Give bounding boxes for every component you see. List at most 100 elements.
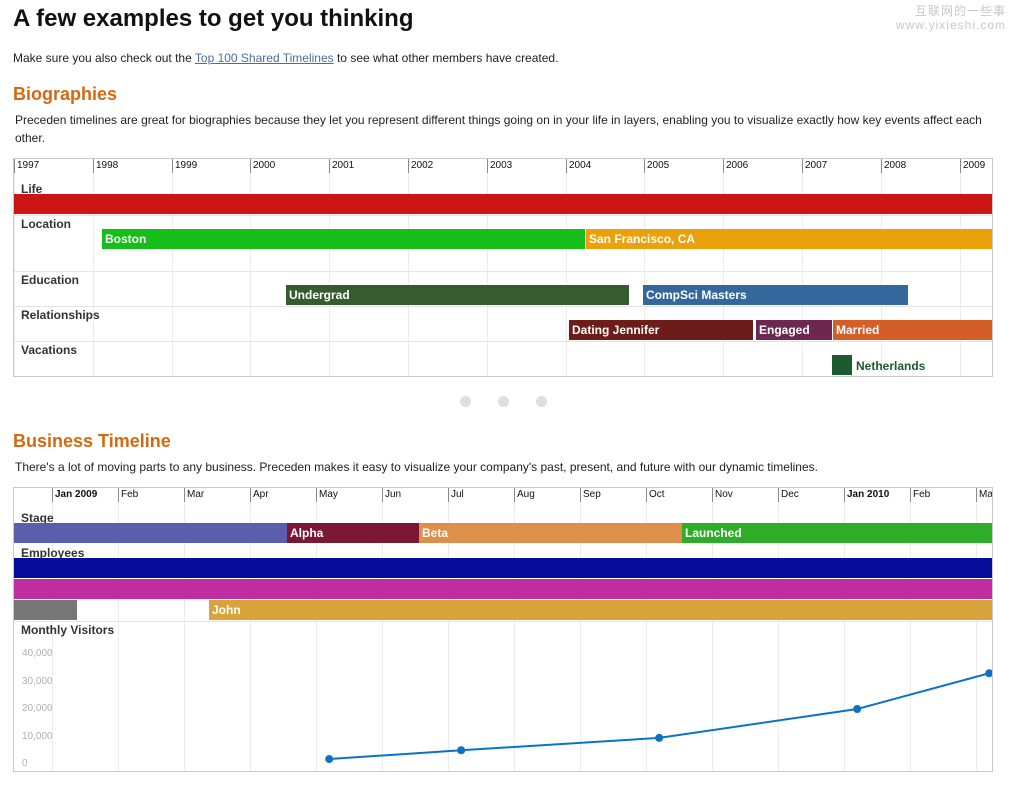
employee-bar-1[interactable]: [14, 558, 992, 578]
stage-prelaunch-bar[interactable]: [14, 523, 287, 543]
y-tick-label: 40,000: [22, 648, 53, 659]
lane-label-education: Education: [21, 273, 80, 287]
month-tick-label: Aug: [514, 488, 535, 502]
employee-bar-3[interactable]: [14, 600, 77, 620]
netherlands-label[interactable]: Netherlands: [856, 359, 926, 373]
watermark: 互联网的一些事 www.yixieshi.com: [896, 4, 1006, 32]
month-tick-label: Feb: [118, 488, 138, 502]
lane-divider: [14, 621, 992, 622]
month-gridline: [448, 488, 449, 771]
year-gridline: [329, 159, 330, 376]
launched-bar[interactable]: Launched: [682, 523, 992, 543]
carousel-dot-3[interactable]: [536, 396, 547, 407]
lane-label-vacations: Vacations: [21, 343, 78, 357]
month-tick-label: Mar: [184, 488, 204, 502]
visitors-series-line: [329, 672, 990, 761]
year-gridline: [566, 159, 567, 376]
carousel-dot-2[interactable]: [498, 396, 509, 407]
month-gridline: [976, 488, 977, 771]
year-tick-label: 1997: [14, 159, 39, 173]
lane-label-visitors: Monthly Visitors: [21, 623, 115, 637]
biographies-heading: Biographies: [13, 84, 118, 104]
month-gridline: [118, 488, 119, 771]
life-bar[interactable]: [14, 194, 992, 214]
month-tick-label: Apr: [250, 488, 269, 502]
month-tick-label: Jan 2010: [844, 488, 889, 502]
month-gridline: [316, 488, 317, 771]
alpha-bar[interactable]: Alpha: [287, 523, 419, 543]
month-tick-label: Jan 2009: [52, 488, 97, 502]
year-gridline: [172, 159, 173, 376]
month-gridline: [250, 488, 251, 771]
employee-bar-2[interactable]: [14, 579, 992, 599]
visitors-data-point[interactable]: [325, 755, 334, 764]
beta-bar[interactable]: Beta: [419, 523, 682, 543]
month-gridline: [778, 488, 779, 771]
married-bar[interactable]: Married: [833, 320, 992, 340]
carousel-dot-1[interactable]: [460, 396, 471, 407]
month-gridline: [52, 488, 53, 771]
month-tick-label: Jul: [448, 488, 464, 502]
month-gridline: [844, 488, 845, 771]
month-tick-label: Dec: [778, 488, 799, 502]
visitors-data-point[interactable]: [985, 669, 992, 678]
year-tick-label: 2005: [644, 159, 669, 173]
visitors-data-point[interactable]: [457, 746, 466, 755]
san-francisco-bar[interactable]: San Francisco, CA: [586, 229, 992, 249]
year-gridline: [487, 159, 488, 376]
watermark-line1: 互联网的一些事: [914, 4, 1006, 18]
lane-label-stage: Stage: [21, 511, 54, 525]
undergrad-bar[interactable]: Undergrad: [286, 285, 629, 305]
intro-prefix: Make sure you also check out the: [13, 51, 195, 65]
watermark-line2: www.yixieshi.com: [895, 18, 1006, 32]
lane-label-relationships: Relationships: [21, 308, 100, 322]
month-gridline: [514, 488, 515, 771]
year-tick-label: 2002: [408, 159, 433, 173]
year-tick-label: 2007: [802, 159, 827, 173]
year-tick-label: 2006: [723, 159, 748, 173]
lane-divider: [14, 271, 992, 272]
y-tick-label: 20,000: [22, 703, 53, 714]
month-tick-label: Nov: [712, 488, 733, 502]
year-gridline: [14, 159, 15, 376]
year-gridline: [250, 159, 251, 376]
month-tick-label: Oct: [646, 488, 665, 502]
month-tick-label: Feb: [910, 488, 930, 502]
visitors-data-point[interactable]: [853, 705, 862, 713]
month-tick-label: Jun: [382, 488, 401, 502]
biographies-description: Preceden timelines are great for biograp…: [15, 113, 982, 145]
boston-bar[interactable]: Boston: [102, 229, 585, 249]
biography-timeline: 1997 1998 1999 2000 2001 2002 2003 2004 2005 2006…: [13, 158, 993, 377]
intro-suffix: to see what other members have created.: [333, 51, 559, 65]
lane-label-location: Location: [21, 217, 71, 231]
year-tick-label: 1999: [172, 159, 197, 173]
intro-text: Make sure you also check out the Top 100…: [13, 51, 558, 65]
month-gridline: [580, 488, 581, 771]
john-bar[interactable]: John: [209, 600, 992, 620]
month-tick-label: Mar: [976, 488, 992, 502]
month-gridline: [382, 488, 383, 771]
compsci-masters-bar[interactable]: CompSci Masters: [643, 285, 908, 305]
year-tick-label: 2001: [329, 159, 354, 173]
y-tick-label: 10,000: [22, 730, 53, 742]
visitors-line-chart: [325, 669, 992, 764]
visitors-data-point[interactable]: [655, 733, 664, 742]
dating-jennifer-bar[interactable]: Dating Jennifer: [569, 320, 753, 340]
year-tick-label: 2000: [250, 159, 275, 173]
year-tick-label: 2003: [487, 159, 512, 173]
lane-divider: [14, 341, 992, 342]
month-tick-label: Sep: [580, 488, 601, 502]
lane-label-employees: Employees: [21, 546, 85, 560]
month-gridline: [646, 488, 647, 771]
year-gridline: [93, 159, 94, 376]
page-title: A few examples to get you thinking: [13, 5, 414, 32]
y-tick-label: 0: [22, 758, 28, 769]
year-gridline: [408, 159, 409, 376]
month-gridline: [712, 488, 713, 771]
engaged-bar[interactable]: Engaged: [756, 320, 832, 340]
top-100-link[interactable]: Top 100 Shared Timelines: [194, 51, 334, 65]
month-tick-label: May: [316, 488, 338, 502]
year-tick-label: 2008: [881, 159, 906, 173]
netherlands-marker[interactable]: [832, 355, 852, 375]
year-gridline: [644, 159, 645, 376]
